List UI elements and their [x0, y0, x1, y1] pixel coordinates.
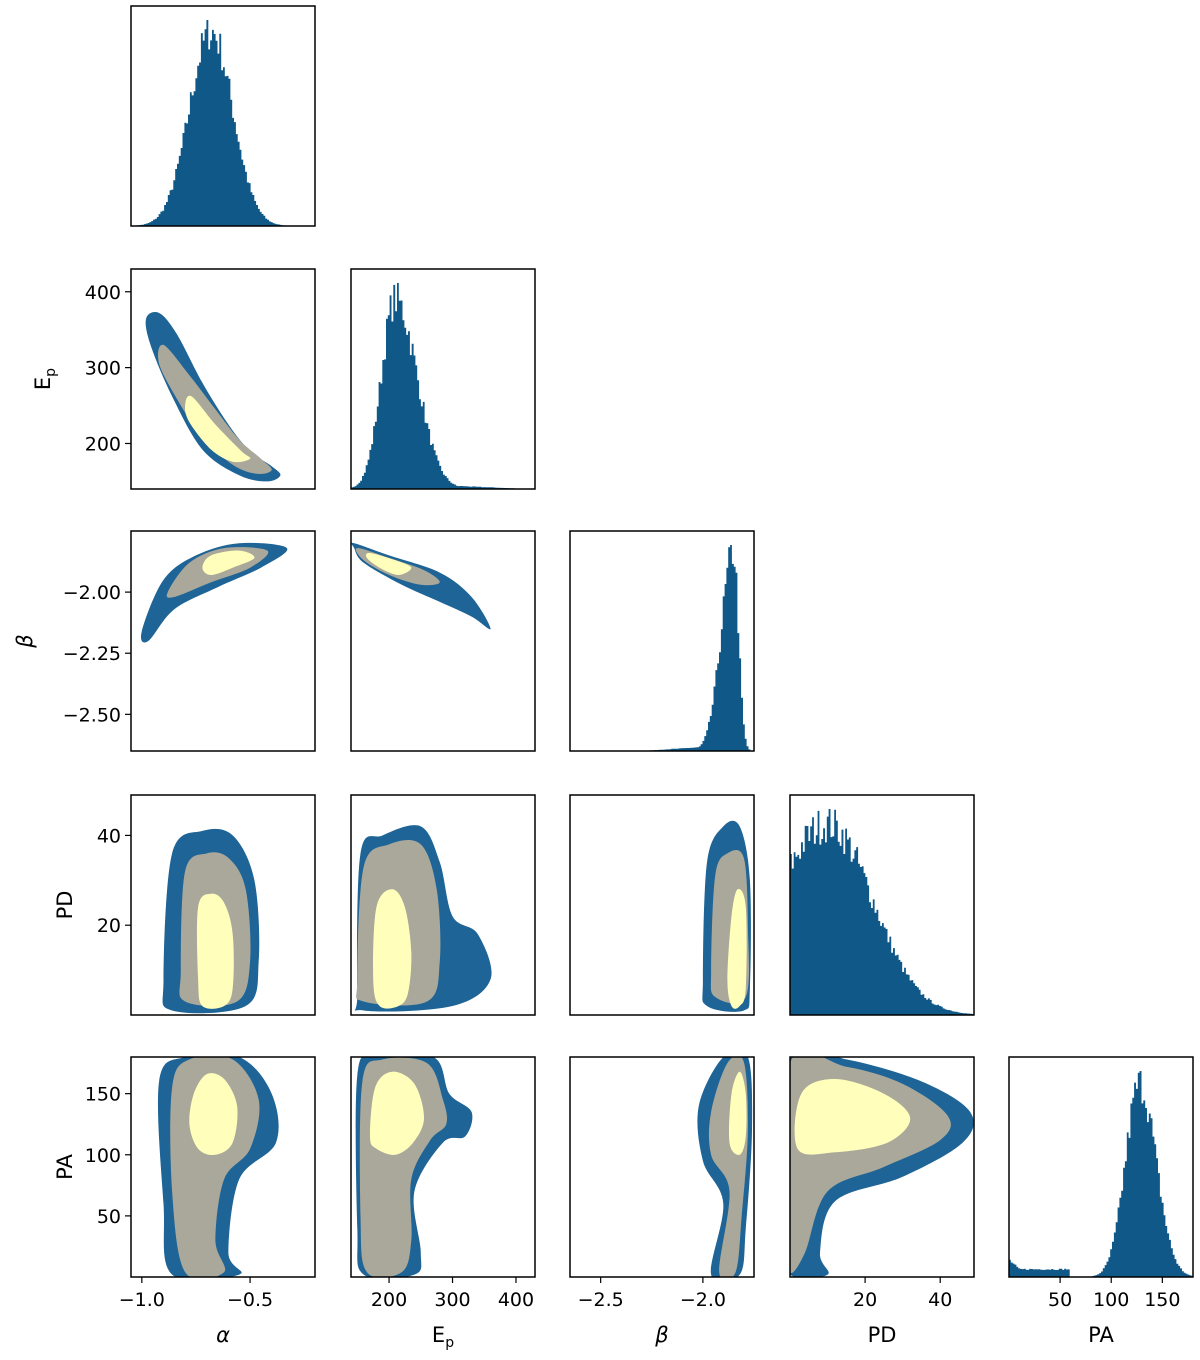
- y-tick-label: 40: [97, 825, 121, 847]
- x-tick-label: 300: [434, 1289, 470, 1311]
- contour-level-3: [196, 893, 234, 1009]
- y-tick-label: −2.00: [63, 582, 121, 604]
- y-tick-label: 20: [97, 915, 121, 937]
- contour-PA-vs-Ep: [355, 1057, 473, 1277]
- histogram-PD: [790, 809, 974, 1015]
- contour-level-3: [189, 1073, 238, 1156]
- y-axis-label-PA: PA: [53, 1154, 77, 1180]
- contour-level-3: [365, 552, 412, 575]
- contour-PD-vs-alpha: [162, 828, 260, 1014]
- y-tick-label: −2.25: [63, 643, 121, 665]
- x-tick-label: 50: [1048, 1289, 1072, 1311]
- histogram-beta: [570, 545, 754, 751]
- contour-Ep-vs-alpha: [145, 312, 281, 482]
- panel-frame: [130, 1056, 316, 1278]
- x-axis-label-beta: β: [654, 1323, 668, 1347]
- y-axis-label-Ep: Ep: [31, 368, 59, 390]
- contour-level-3: [369, 1071, 425, 1155]
- x-tick-label: 200: [371, 1289, 407, 1311]
- panel-frame: [130, 530, 316, 752]
- histogram-Ep: [351, 283, 535, 489]
- contour-level-3: [202, 550, 255, 575]
- x-tick-label: 20: [853, 1289, 877, 1311]
- y-tick-label: 150: [85, 1084, 121, 1106]
- y-tick-label: 300: [85, 358, 121, 380]
- panel-frame: [569, 794, 755, 1016]
- panel-frame: [350, 530, 536, 752]
- contour-level-2: [157, 344, 272, 475]
- panel-frame: [789, 1056, 975, 1278]
- histogram-bars: [131, 20, 315, 226]
- contour-level-3: [728, 1071, 747, 1155]
- x-tick-label: 40: [928, 1289, 952, 1311]
- panel-frame: [130, 268, 316, 490]
- x-axis-label-alpha: α: [216, 1323, 230, 1347]
- x-tick-label: −0.5: [227, 1289, 273, 1311]
- panel-frame: [789, 794, 975, 1016]
- contour-level-1: [145, 312, 281, 482]
- contour-PA-vs-beta: [697, 1057, 753, 1277]
- panel-frame: [1008, 1056, 1194, 1278]
- histogram-bars: [1009, 1071, 1193, 1277]
- x-axis-label-Ep: Ep: [432, 1323, 454, 1351]
- y-tick-label: 200: [85, 433, 121, 455]
- histogram-bars: [351, 283, 535, 489]
- y-tick-label: 50: [97, 1206, 121, 1228]
- panel-frame: [130, 794, 316, 1016]
- histogram-alpha: [131, 20, 315, 226]
- panel-frame: [569, 1056, 755, 1278]
- contour-level-3: [185, 395, 251, 463]
- x-tick-label: −2.0: [680, 1289, 726, 1311]
- x-tick-label: −1.0: [119, 1289, 165, 1311]
- contour-level-3: [727, 888, 747, 1009]
- panel-frame: [130, 5, 316, 227]
- contour-beta-vs-alpha: [140, 542, 288, 643]
- histogram-PA: [1009, 1071, 1193, 1277]
- histogram-bars: [790, 809, 974, 1015]
- x-tick-label: 100: [1093, 1289, 1129, 1311]
- contour-PD-vs-Ep: [354, 825, 492, 1012]
- x-axis-label-PA: PA: [1088, 1323, 1114, 1347]
- contour-level-1: [140, 542, 288, 643]
- panel-frame: [350, 794, 536, 1016]
- contour-PA-vs-PD: [790, 1057, 974, 1277]
- y-axis-label-beta: β: [13, 634, 37, 648]
- y-axis-label-PD: PD: [53, 891, 77, 920]
- x-axis-label-PD: PD: [868, 1323, 897, 1347]
- panel-frame: [569, 530, 755, 752]
- panel-frame: [350, 268, 536, 490]
- histogram-bars: [570, 545, 754, 751]
- y-tick-label: 100: [85, 1145, 121, 1167]
- x-tick-label: 400: [498, 1289, 534, 1311]
- x-tick-label: −2.5: [578, 1289, 624, 1311]
- contour-level-3: [794, 1079, 911, 1155]
- contour-beta-vs-Ep: [351, 542, 491, 630]
- x-tick-label: 150: [1144, 1289, 1180, 1311]
- contour-PD-vs-beta: [702, 820, 751, 1012]
- panel-frame: [350, 1056, 536, 1278]
- y-tick-label: −2.50: [63, 704, 121, 726]
- contour-PA-vs-alpha: [157, 1057, 279, 1277]
- contour-level-3: [373, 889, 412, 1009]
- y-tick-label: 400: [85, 282, 121, 304]
